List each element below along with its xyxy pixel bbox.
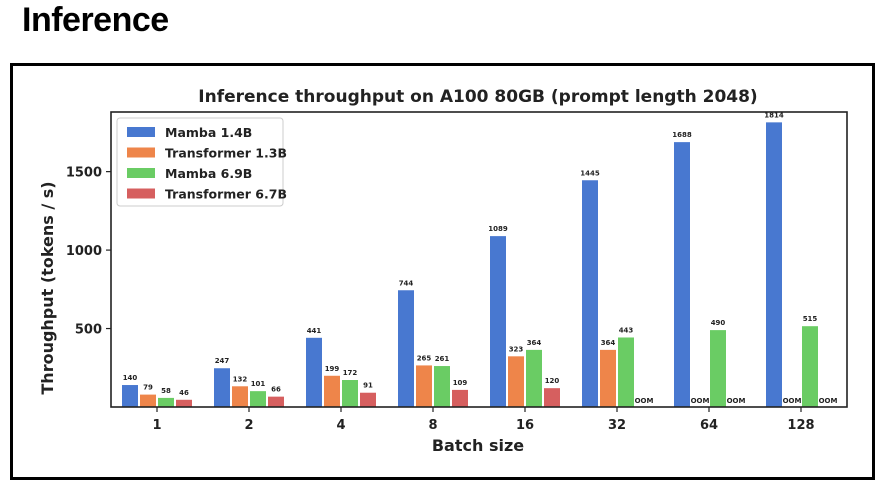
bar-value-label: 1688 (672, 131, 692, 139)
chart-frame: Inference throughput on A100 80GB (promp… (10, 63, 875, 480)
y-tick-label: 1500 (66, 166, 102, 181)
bar (232, 386, 248, 407)
bar-value-label: 132 (233, 375, 248, 383)
bar-value-label: 1814 (764, 111, 784, 119)
bar (582, 180, 598, 407)
legend-entry: Mamba 1.4B (165, 125, 252, 140)
legend-entry: Transformer 1.3B (165, 146, 287, 161)
bar-value-label: 490 (711, 319, 726, 327)
plot-border (110, 111, 848, 408)
bar (674, 142, 690, 407)
x-tick-label: 4 (336, 418, 345, 433)
bar (434, 366, 450, 407)
bar-value-label: 1089 (488, 225, 508, 233)
bar-value-label: 58 (161, 387, 171, 395)
bar-value-label: 364 (527, 339, 542, 347)
bar (360, 392, 376, 407)
bar (398, 290, 414, 407)
bar (214, 368, 230, 407)
bar-value-label: OOM (727, 397, 746, 405)
legend-swatch (127, 188, 155, 199)
bar-value-label: 364 (601, 339, 616, 347)
y-tick-label: 1000 (66, 244, 102, 259)
bar-value-label: 66 (271, 386, 281, 394)
bar-value-label: 515 (803, 315, 818, 323)
bar-value-label: 265 (417, 354, 432, 362)
page-title: Inference (22, 1, 169, 39)
bar-value-label: OOM (635, 397, 654, 405)
bar (122, 385, 138, 407)
bar-value-label: 323 (509, 345, 524, 353)
legend-swatch (127, 168, 155, 178)
x-tick-label: 1 (152, 418, 161, 433)
bar (250, 391, 266, 407)
bar (416, 365, 432, 407)
bar (158, 397, 174, 407)
bar (452, 389, 468, 407)
x-tick-label: 32 (608, 418, 626, 433)
legend: Mamba 1.4B Transformer 1.3B Mamba 6.9B Tran… (116, 117, 287, 207)
bar (140, 394, 156, 407)
x-tick-label: 128 (787, 418, 814, 433)
bar (600, 349, 616, 407)
bar (490, 236, 506, 407)
bar-value-label: 109 (453, 379, 468, 387)
y-axis-label: Throughput (tokens / s) (38, 181, 57, 394)
bar-value-label: 247 (215, 357, 230, 365)
bar (324, 375, 340, 407)
x-tick-label: 2 (244, 418, 253, 433)
bar-value-label: 91 (363, 382, 373, 390)
bar (710, 330, 726, 407)
bar (766, 122, 782, 407)
bar-value-label: 744 (399, 279, 414, 287)
chart-title: Inference throughput on A100 80GB (promp… (198, 87, 757, 107)
bar (508, 356, 524, 407)
y-tick-label: 500 (75, 323, 102, 338)
legend-swatch (127, 127, 155, 137)
bar (268, 396, 284, 407)
legend-box (116, 117, 284, 207)
bar-value-label: 101 (251, 380, 266, 388)
bar (544, 388, 560, 407)
x-axis-label: Batch size (432, 436, 524, 455)
bar (802, 326, 818, 407)
bar-value-label: 441 (307, 327, 322, 335)
bar-value-label: 172 (343, 369, 358, 377)
x-tick-label: 64 (700, 418, 718, 433)
bar-value-label: 1445 (580, 169, 600, 177)
bar-value-label: 120 (545, 377, 560, 385)
bar-value-label: 140 (123, 374, 138, 382)
x-tick-label: 8 (428, 418, 437, 433)
x-tick-label: 16 (516, 418, 534, 433)
bar (342, 380, 358, 407)
bar-value-label: 443 (619, 326, 634, 334)
bar (306, 337, 322, 407)
bar-value-label: OOM (691, 397, 710, 405)
bar-value-label: 79 (143, 384, 153, 392)
bar (618, 337, 634, 407)
bar-value-label: 261 (435, 355, 450, 363)
bar-value-label: OOM (783, 397, 802, 405)
legend-entry: Transformer 6.7B (165, 187, 287, 202)
bar-value-label: 46 (179, 389, 189, 397)
throughput-bar-chart: Inference throughput on A100 80GB (promp… (38, 87, 848, 455)
bar (176, 399, 192, 407)
legend-swatch (127, 147, 155, 158)
bar (526, 349, 542, 407)
legend-entry: Mamba 6.9B (165, 166, 252, 181)
bar-value-label: 199 (325, 365, 340, 373)
bar-value-label: OOM (819, 397, 838, 405)
